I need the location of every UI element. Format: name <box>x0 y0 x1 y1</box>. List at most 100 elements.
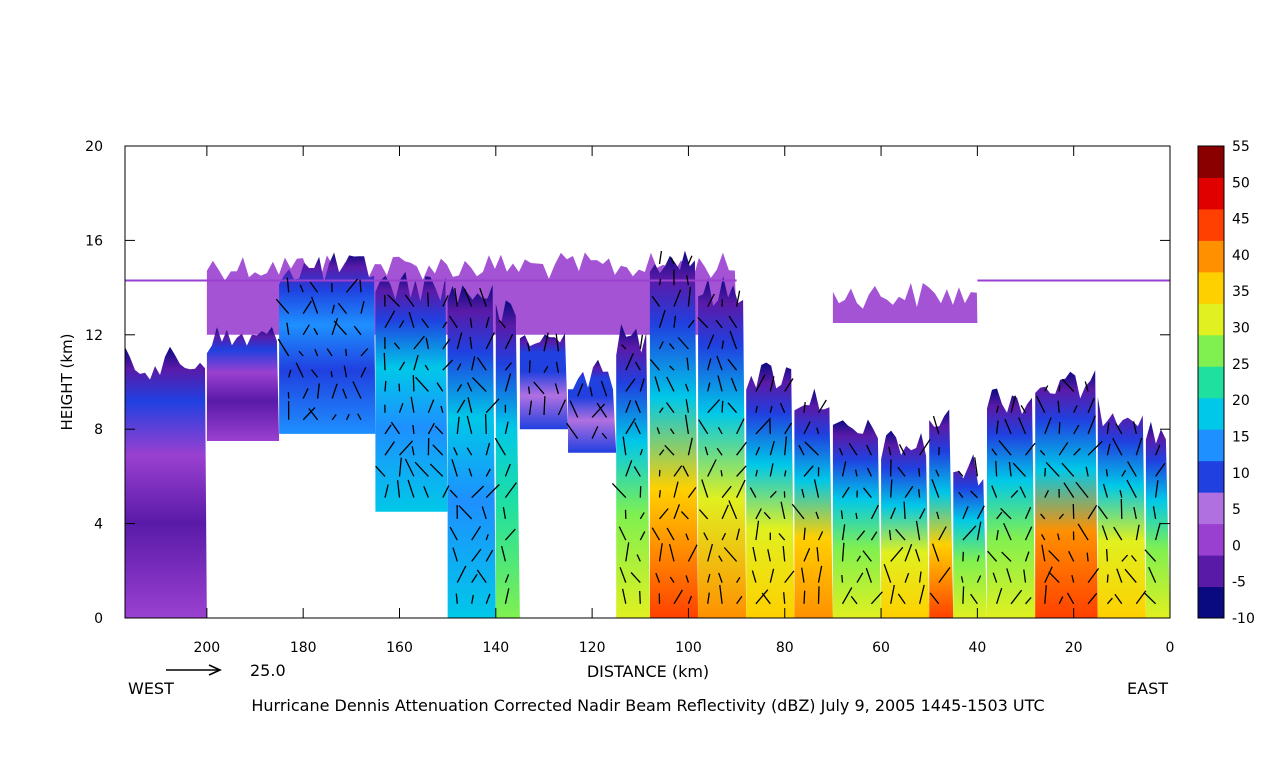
wind-vector <box>404 458 415 477</box>
wind-vector <box>962 506 969 520</box>
wind-vector <box>398 361 406 371</box>
wind-vector <box>359 279 362 293</box>
wind-vector <box>302 300 312 314</box>
wind-vector <box>357 413 362 421</box>
wind-vector <box>434 425 444 435</box>
wind-vector <box>888 530 892 541</box>
wind-vector <box>424 364 429 371</box>
wind-vector <box>591 426 599 439</box>
wind-vector <box>715 319 723 329</box>
wind-vector <box>353 325 362 336</box>
wind-vector <box>485 316 490 328</box>
wind-vector <box>1036 395 1046 413</box>
wind-vector <box>1086 552 1089 562</box>
wind-vector <box>527 386 531 394</box>
wind-vector <box>639 378 645 392</box>
wind-vector <box>931 543 940 562</box>
wind-vector <box>767 549 771 562</box>
wind-vector <box>471 573 478 583</box>
wind-vector <box>625 542 630 562</box>
wind-vector <box>528 400 533 416</box>
wind-vector <box>309 281 319 293</box>
wind-vector <box>782 546 786 562</box>
wind-vector <box>918 468 921 477</box>
wind-vector <box>421 318 429 329</box>
reflectivity-column <box>794 388 833 618</box>
wind-vector <box>998 440 1012 456</box>
wind-vector <box>440 405 444 413</box>
wind-vector <box>375 465 386 477</box>
wind-vector <box>995 530 999 541</box>
wind-vector <box>673 465 683 477</box>
wind-vector <box>308 408 319 421</box>
wind-vector <box>815 511 820 520</box>
wind-vector <box>485 593 491 605</box>
wind-vector <box>992 572 998 583</box>
wind-vector <box>384 484 389 498</box>
wind-vector <box>914 548 921 562</box>
wind-vector <box>1152 506 1157 520</box>
wind-vector <box>1116 568 1123 583</box>
wind-vector <box>456 399 466 414</box>
wind-vector <box>471 525 482 541</box>
y-tick-label: 12 <box>85 328 103 344</box>
wind-vector <box>436 382 444 392</box>
wind-vector <box>463 288 473 307</box>
wind-vector <box>801 567 805 583</box>
wind-vector <box>1000 507 1012 520</box>
colorbar-swatch <box>1198 492 1224 525</box>
wind-vector <box>413 335 426 350</box>
wind-vector <box>456 416 460 434</box>
colorbar-tick-label: 20 <box>1232 393 1250 409</box>
wind-vector <box>687 319 695 329</box>
wind-vector <box>1087 415 1096 435</box>
wind-vector <box>841 524 846 541</box>
wind-vector <box>854 469 858 477</box>
wind-vector <box>890 584 895 604</box>
wind-vector <box>736 418 745 435</box>
wind-vector <box>698 509 709 520</box>
wind-vector <box>669 428 675 435</box>
wind-vector <box>728 500 738 520</box>
wind-vector <box>1001 551 1012 562</box>
wind-vector <box>625 399 632 413</box>
wind-vector <box>687 437 693 456</box>
wind-vector <box>666 376 675 392</box>
wind-vector <box>398 402 404 413</box>
wind-vector <box>504 362 512 371</box>
reflectivity-column <box>206 326 280 441</box>
wind-vector <box>803 421 811 435</box>
wind-vector <box>707 382 711 392</box>
wind-vector <box>866 444 872 456</box>
wind-vector <box>778 532 786 541</box>
colorbar-swatch <box>1198 555 1224 588</box>
wind-vector <box>384 310 396 329</box>
wind-vector <box>452 547 458 562</box>
wind-vector <box>1048 550 1060 562</box>
wind-vector <box>991 448 998 456</box>
wind-vector <box>888 446 892 456</box>
wind-vector <box>751 570 757 583</box>
wind-vector <box>479 287 487 307</box>
wind-vector <box>288 369 292 378</box>
wind-vector <box>1115 423 1123 435</box>
wind-vector <box>659 508 669 520</box>
wind-vector <box>703 532 709 541</box>
colorbar-swatch <box>1198 366 1224 399</box>
wind-vector <box>429 463 444 477</box>
wind-vector <box>841 542 845 562</box>
wind-vector <box>1097 505 1108 520</box>
wind-vector <box>346 278 359 293</box>
wind-vector <box>904 543 913 562</box>
wind-vector <box>862 487 872 499</box>
wind-vector <box>651 295 661 307</box>
wind-vector <box>687 487 697 498</box>
wind-vector <box>840 510 844 519</box>
wind-vector <box>1114 593 1123 605</box>
wind-vector <box>413 354 419 371</box>
wind-vector <box>970 490 978 499</box>
wind-vector <box>769 376 775 392</box>
wind-vector <box>856 530 866 541</box>
wind-vector <box>343 365 348 378</box>
wind-vector <box>784 422 793 435</box>
